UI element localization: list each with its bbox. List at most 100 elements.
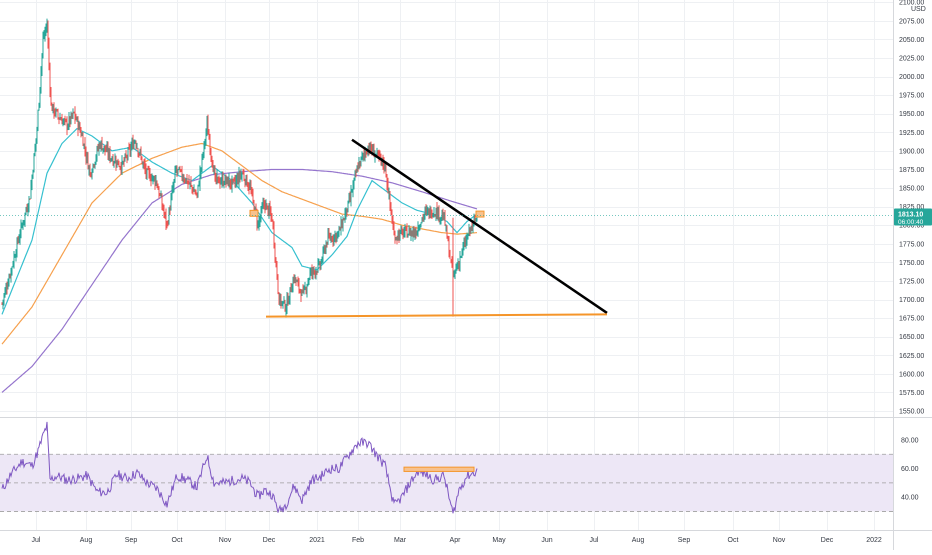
candle (324, 245, 326, 254)
candle-body (118, 164, 120, 167)
candle (8, 273, 10, 287)
candle-body (271, 214, 273, 222)
candle-body (61, 119, 63, 125)
candle-body (10, 268, 12, 278)
candle-body (119, 166, 121, 168)
candle-body (232, 178, 234, 180)
candle (40, 66, 42, 94)
candle-body (77, 118, 79, 130)
candle-body (185, 178, 187, 183)
candle (138, 152, 140, 158)
candle-body (347, 200, 349, 212)
last-price-badge (894, 208, 932, 226)
candle (307, 278, 309, 287)
candle-body (227, 177, 229, 186)
candle-body (229, 180, 231, 185)
candle (142, 161, 144, 169)
candle-body (1, 303, 3, 305)
candle (131, 137, 133, 151)
candle (22, 219, 24, 230)
countdown-label: 06:00:40 (898, 219, 924, 226)
candle-body (27, 207, 29, 212)
candle-body (82, 135, 84, 146)
candle (267, 205, 269, 217)
candle-body (247, 185, 249, 188)
candle-body (93, 165, 95, 167)
candle (313, 266, 315, 275)
candle-body (263, 203, 265, 205)
candle (232, 178, 234, 185)
candle-body (143, 161, 145, 165)
candle-body (86, 155, 88, 158)
candle-body (282, 301, 284, 303)
candle-body (130, 147, 132, 152)
candle-body (375, 153, 377, 155)
candle (175, 165, 177, 174)
candle-body (254, 207, 256, 213)
candle-body (92, 163, 94, 171)
candle-body (278, 292, 280, 305)
price-axis-labels: 2100.00 2075.00 2050.00 2025.00 2000.00 1975.… (899, 0, 924, 416)
candle (70, 111, 72, 125)
candle-body (164, 212, 166, 215)
candle-body (96, 148, 98, 157)
candle (165, 208, 167, 230)
candle (59, 112, 61, 120)
candle-body (197, 184, 199, 194)
candle (150, 173, 152, 187)
candle (342, 216, 344, 232)
candle-body (251, 191, 253, 193)
candle (453, 270, 455, 278)
candle-body (144, 164, 146, 170)
candle (158, 186, 160, 199)
candle-body (66, 120, 68, 129)
candle-body (153, 177, 155, 179)
candle (81, 131, 83, 137)
candle (391, 209, 393, 224)
time-tick-label: Apr (450, 537, 462, 544)
candle (35, 138, 37, 152)
candle (211, 155, 213, 168)
candle-body (225, 178, 227, 183)
candle (173, 179, 175, 193)
price-tick-label: 1600.00 (899, 371, 924, 378)
candle-body (360, 156, 362, 165)
candle (249, 179, 251, 190)
candle (378, 149, 380, 162)
candle (188, 174, 190, 185)
candle (293, 274, 295, 284)
candle (455, 263, 457, 274)
candle-body (184, 181, 186, 183)
candle (107, 141, 109, 161)
time-tick-label: Dec (821, 537, 834, 544)
candle (314, 270, 316, 279)
candle-body (257, 223, 259, 226)
candle-body (107, 147, 109, 156)
candle-body (116, 160, 118, 167)
candle (48, 37, 50, 71)
candle-body (127, 149, 129, 159)
candle (166, 220, 168, 229)
candle (295, 277, 297, 286)
candle-body (324, 248, 326, 252)
candle (82, 132, 84, 146)
candle (282, 301, 284, 309)
candle-body (71, 113, 73, 117)
candle (47, 20, 49, 49)
candle-body (90, 172, 92, 176)
candle-body (11, 266, 13, 270)
candle-body (152, 175, 154, 179)
candle (159, 193, 161, 197)
candle-body (327, 234, 329, 244)
candle-body (113, 162, 115, 164)
candle-body (258, 220, 260, 225)
candle-body (204, 140, 206, 144)
candle (10, 267, 12, 283)
candle-body (48, 43, 50, 66)
candle (266, 203, 268, 210)
candle-body (460, 256, 462, 258)
candle (253, 199, 255, 212)
candle (160, 190, 162, 197)
candle-body (339, 229, 341, 231)
candle (97, 143, 99, 152)
